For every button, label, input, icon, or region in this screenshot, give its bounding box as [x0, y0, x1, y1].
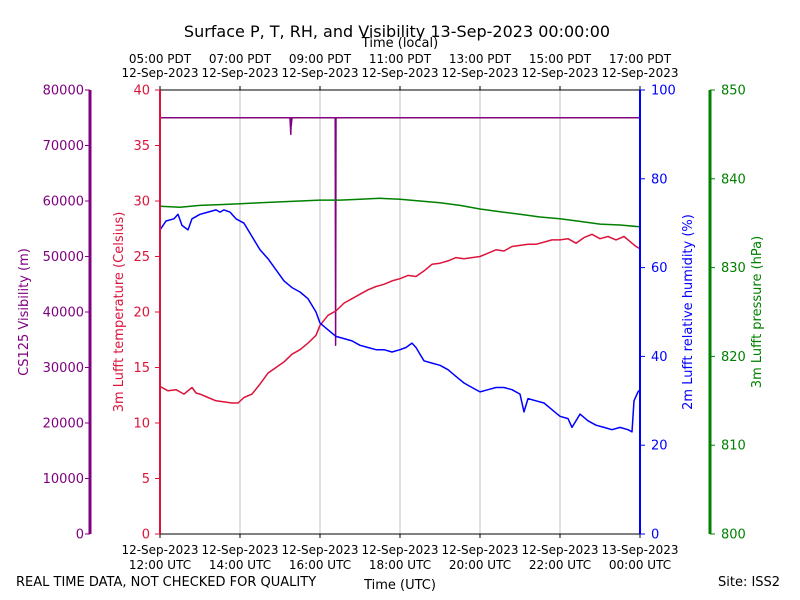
y-tick-label-pres: 800	[721, 528, 746, 543]
site-label: Site: ISS2	[718, 575, 781, 590]
top-tick-label-time: 07:00 PDT	[209, 52, 272, 66]
x-tick-label-time: 18:00 UTC	[369, 558, 431, 572]
series-lines	[159, 117, 641, 433]
x-tick-label-date: 12-Sep-2023	[121, 543, 198, 557]
x-tick-label-date: 12-Sep-2023	[361, 543, 438, 557]
y-tick-label-temp: 15	[133, 361, 150, 376]
y-axis-label-vis: CS125 Visibility (m)	[17, 248, 32, 376]
x-tick-label-date: 12-Sep-2023	[281, 543, 358, 557]
y-tick-label-rh: 40	[651, 350, 668, 365]
y-tick-label-temp: 10	[133, 417, 150, 432]
x-tick-label-time: 00:00 UTC	[609, 558, 671, 572]
top-tick-label-date: 12-Sep-2023	[201, 66, 278, 80]
top-tick-label-date: 12-Sep-2023	[361, 66, 438, 80]
y-tick-label-temp: 25	[133, 250, 150, 265]
top-tick-label-time: 13:00 PDT	[449, 52, 512, 66]
top-tick-label-time: 09:00 PDT	[289, 52, 352, 66]
x-tick-label-time: 14:00 UTC	[209, 558, 271, 572]
top-tick-label-date: 12-Sep-2023	[281, 66, 358, 80]
x-tick-label-date: 12-Sep-2023	[521, 543, 598, 557]
series-line-pres	[159, 197, 641, 228]
series-line-temp	[159, 233, 641, 404]
quality-note: REAL TIME DATA, NOT CHECKED FOR QUALITY	[16, 575, 317, 590]
top-tick-label-date: 12-Sep-2023	[441, 66, 518, 80]
y-tick-label-pres: 850	[721, 84, 746, 99]
y-axis-label-rh: 2m Lufft relative humidity (%)	[681, 214, 696, 410]
top-axis-label: Time (local)	[361, 36, 438, 51]
x-tick-label-time: 22:00 UTC	[529, 558, 591, 572]
gridlines	[239, 90, 561, 534]
y-axis-label-temp: 3m Lufft temperature (Celsius)	[112, 212, 127, 413]
y-tick-label-rh: 60	[651, 261, 668, 276]
y-tick-label-temp: 35	[133, 139, 150, 154]
y-tick-label-vis: 0	[76, 528, 84, 543]
y-tick-label-vis: 60000	[43, 195, 84, 210]
x-tick-label-date: 12-Sep-2023	[201, 543, 278, 557]
y-tick-label-vis: 20000	[43, 417, 84, 432]
y-tick-label-vis: 80000	[43, 84, 84, 99]
x-tick-label-time: 16:00 UTC	[289, 558, 351, 572]
y-tick-label-vis: 30000	[43, 361, 84, 376]
x-axis-label: Time (UTC)	[363, 578, 436, 593]
y-tick-label-vis: 10000	[43, 472, 84, 487]
y-tick-label-rh: 0	[651, 528, 659, 543]
y-tick-label-temp: 40	[133, 84, 150, 99]
top-tick-label-date: 12-Sep-2023	[601, 66, 678, 80]
y-tick-label-pres: 840	[721, 172, 746, 187]
x-tick-label-time: 20:00 UTC	[449, 558, 511, 572]
y-tick-label-vis: 50000	[43, 250, 84, 265]
y-tick-label-vis: 70000	[43, 139, 84, 154]
y-axis-label-pres: 3m Lufft pressure (hPa)	[750, 236, 765, 388]
top-tick-label-date: 12-Sep-2023	[521, 66, 598, 80]
y-tick-label-pres: 810	[721, 439, 746, 454]
x-tick-label-date: 12-Sep-2023	[441, 543, 518, 557]
y-tick-label-rh: 100	[651, 84, 676, 99]
y-tick-label-temp: 30	[133, 195, 150, 210]
y-axes: 0100002000030000400005000060000700008000…	[17, 84, 765, 543]
top-tick-label-time: 15:00 PDT	[529, 52, 592, 66]
top-tick-label-time: 05:00 PDT	[129, 52, 192, 66]
y-tick-label-temp: 5	[142, 472, 150, 487]
top-tick-label-time: 11:00 PDT	[369, 52, 432, 66]
x-tick-label-date: 13-Sep-2023	[601, 543, 678, 557]
y-tick-label-rh: 20	[651, 439, 668, 454]
top-tick-label-time: 17:00 PDT	[609, 52, 672, 66]
top-tick-label-date: 12-Sep-2023	[121, 66, 198, 80]
x-tick-label-time: 12:00 UTC	[129, 558, 191, 572]
y-tick-label-temp: 20	[133, 306, 150, 321]
chart-title: Surface P, T, RH, and Visibility 13-Sep-…	[184, 22, 610, 41]
y-tick-label-pres: 820	[721, 350, 746, 365]
series-line-rh	[159, 209, 641, 433]
y-tick-label-vis: 40000	[43, 306, 84, 321]
series-line-vis	[160, 117, 640, 347]
y-tick-label-pres: 830	[721, 261, 746, 276]
y-tick-label-temp: 0	[142, 528, 150, 543]
y-tick-label-rh: 80	[651, 172, 668, 187]
